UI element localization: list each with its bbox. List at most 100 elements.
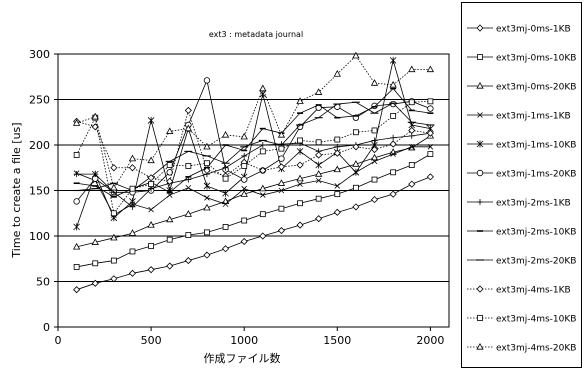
data-point: [315, 215, 323, 223]
data-point: [129, 203, 136, 210]
data-point: [91, 279, 99, 287]
data-point: [296, 221, 304, 229]
data-point: [148, 181, 154, 188]
series-group: [72, 51, 435, 294]
data-point: [259, 142, 266, 148]
data-point: [166, 169, 173, 176]
data-point: [240, 132, 248, 140]
series-line: [76, 100, 431, 215]
data-point: [352, 168, 360, 176]
data-point: [427, 105, 434, 112]
data-point: [222, 223, 229, 230]
data-point: [296, 97, 304, 104]
data-point: [166, 127, 174, 134]
data-point: [390, 151, 396, 157]
series-line: [76, 79, 431, 202]
y-tick-label: 300: [29, 48, 50, 61]
data-point: [277, 226, 285, 235]
data-point: [128, 229, 137, 236]
data-point: [314, 88, 323, 95]
data-point: [241, 217, 248, 224]
data-point: [147, 266, 155, 274]
data-point: [110, 275, 118, 283]
data-point: [222, 189, 229, 197]
data-point: [110, 257, 117, 264]
series-ext3mj-1ms-20KB: [73, 77, 434, 205]
y-tick-label: 150: [29, 185, 50, 198]
data-point: [389, 190, 397, 198]
data-point: [334, 143, 341, 150]
data-point: [240, 190, 248, 197]
data-point: [259, 166, 267, 175]
data-point: [241, 152, 248, 159]
data-point: [72, 119, 81, 126]
data-point: [166, 192, 173, 198]
data-point: [408, 65, 416, 73]
data-point: [390, 169, 397, 176]
data-point: [221, 130, 230, 138]
series-line: [76, 153, 431, 268]
data-point: [92, 260, 99, 267]
chart-title: ext3 : metadata journal: [209, 30, 303, 39]
x-tick-label: 1000: [230, 334, 258, 347]
y-tick-label: 250: [29, 94, 50, 107]
data-point: [73, 198, 80, 205]
data-point: [297, 137, 303, 144]
series-line: [76, 55, 431, 189]
data-point: [427, 144, 434, 150]
y-tick-label: 0: [43, 321, 50, 334]
data-point: [315, 177, 322, 184]
data-point: [334, 191, 341, 198]
data-point: [259, 232, 267, 240]
data-point: [296, 147, 304, 155]
gridlines: [58, 99, 449, 282]
data-point: [148, 206, 154, 213]
data-point: [296, 161, 304, 169]
data-point: [353, 129, 359, 136]
data-point: [203, 182, 211, 190]
data-point: [222, 245, 230, 253]
data-point: [259, 90, 267, 98]
x-axis-label: 作成ファイル数: [204, 352, 281, 365]
data-point: [166, 236, 173, 243]
data-point: [297, 200, 303, 207]
series-ext3mj-0ms-10KB: [73, 151, 434, 270]
data-point: [314, 170, 323, 177]
series-line: [76, 135, 431, 248]
data-point: [389, 80, 397, 88]
data-point: [166, 177, 174, 185]
series-ext3mj-0ms-1KB: [73, 173, 434, 294]
legend-frame: [461, 2, 582, 368]
data-point: [277, 179, 286, 186]
series-ext3mj-4ms-10KB: [73, 98, 434, 217]
data-point: [315, 151, 323, 159]
data-point: [222, 201, 229, 207]
series-line: [76, 108, 431, 182]
y-tick-label: 100: [29, 230, 50, 243]
data-point: [240, 176, 248, 183]
data-point: [185, 232, 192, 238]
data-point: [408, 126, 416, 135]
data-point: [184, 257, 192, 265]
data-point: [278, 155, 285, 162]
data-point: [408, 180, 416, 188]
data-point: [184, 124, 193, 132]
data-point: [426, 173, 434, 181]
data-point: [352, 51, 360, 59]
data-point: [147, 174, 155, 182]
x-tick-label: 2000: [416, 334, 444, 347]
data-point: [73, 171, 80, 178]
data-point: [166, 262, 174, 270]
data-point: [203, 77, 211, 84]
data-point: [371, 158, 378, 165]
data-point: [166, 162, 173, 168]
data-point: [185, 163, 192, 169]
data-point: [259, 84, 267, 92]
data-point: [148, 243, 154, 249]
series-line: [76, 176, 431, 291]
series-line: [76, 101, 431, 191]
data-point: [110, 183, 118, 191]
data-point: [315, 161, 322, 169]
series-ext3mj-1ms-1KB: [73, 144, 434, 218]
data-point: [259, 184, 267, 192]
